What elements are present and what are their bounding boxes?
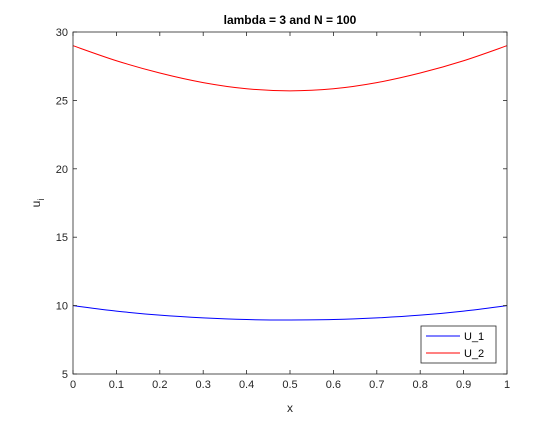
y-tick-label: 15 [56, 232, 68, 244]
x-tick-label: 0.4 [239, 379, 254, 391]
series-layer [72, 45, 508, 321]
y-axis-label-main: u [29, 201, 43, 208]
y-axis-label-subscript: i [36, 199, 46, 201]
series-line-u-1 [72, 305, 508, 321]
legend-label-u1: U_1 [464, 331, 484, 343]
y-tick-label: 20 [56, 164, 68, 176]
x-tick-label: 0.2 [152, 379, 167, 391]
x-tick-label: 1 [504, 379, 510, 391]
legend-label-u2: U_2 [464, 348, 484, 360]
x-axis-label: x [287, 401, 293, 415]
y-tick-label: 30 [56, 27, 68, 39]
legend: U_1 U_2 [420, 325, 497, 364]
x-tick-label: 0.3 [196, 379, 211, 391]
x-tick-label: 0.5 [282, 379, 297, 391]
y-tick-label: 10 [56, 301, 68, 313]
plot-area [73, 32, 507, 374]
series-line-u-2 [72, 45, 508, 92]
y-tick-label: 5 [62, 369, 68, 381]
x-tick-label: 0.8 [413, 379, 428, 391]
x-tick-label: 0.7 [369, 379, 384, 391]
y-tick-label: 25 [56, 95, 68, 107]
x-tick-label: 0 [70, 379, 76, 391]
chart-title: lambda = 3 and N = 100 [224, 13, 357, 27]
y-axis-label: ui [29, 199, 46, 208]
legend-box [420, 325, 497, 364]
x-tick-label: 0.6 [326, 379, 341, 391]
x-tick-label: 0.1 [109, 379, 124, 391]
x-tick-label: 0.9 [456, 379, 471, 391]
y-axis-label-group: ui [29, 199, 46, 208]
axes-box [72, 31, 508, 375]
